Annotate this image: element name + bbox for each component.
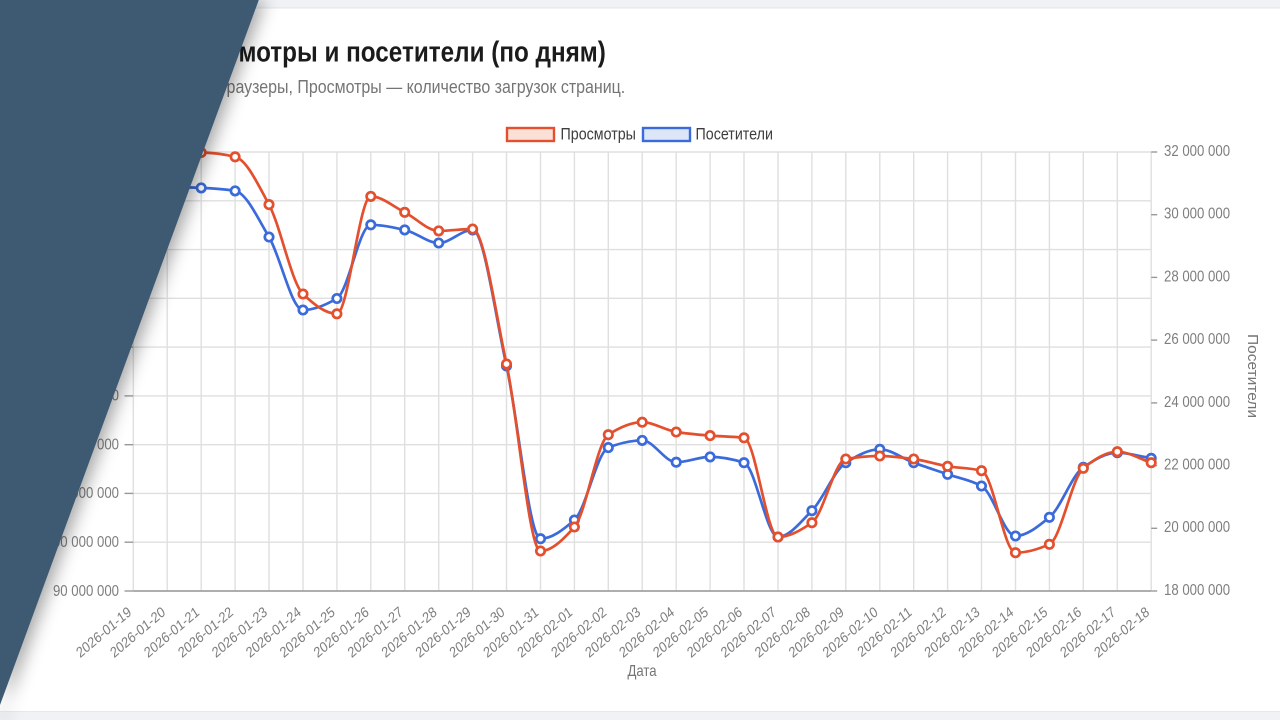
- svg-text:Посетители: Посетители: [696, 126, 773, 144]
- svg-text:28 000 000: 28 000 000: [1164, 268, 1230, 285]
- svg-text:Посетители: Посетители: [1244, 334, 1261, 418]
- svg-text:Просмотры и посетители (по дня: Просмотры и посетители (по дням): [178, 36, 606, 68]
- svg-text:100 000 000: 100 000 000: [46, 534, 119, 551]
- svg-text:18 000 000: 18 000 000: [1164, 582, 1230, 599]
- svg-text:22 000 000: 22 000 000: [1164, 457, 1230, 474]
- svg-text:32 000 000: 32 000 000: [1164, 143, 1230, 160]
- svg-text:30 000 000: 30 000 000: [1164, 206, 1230, 223]
- svg-text:26 000 000: 26 000 000: [1164, 331, 1230, 348]
- svg-text:90 000 000: 90 000 000: [53, 583, 119, 600]
- svg-text:Просмотры: Просмотры: [561, 126, 636, 144]
- svg-text:20 000 000: 20 000 000: [1164, 519, 1230, 536]
- svg-text:24 000 000: 24 000 000: [1164, 394, 1230, 411]
- svg-text:Дата: Дата: [627, 663, 656, 680]
